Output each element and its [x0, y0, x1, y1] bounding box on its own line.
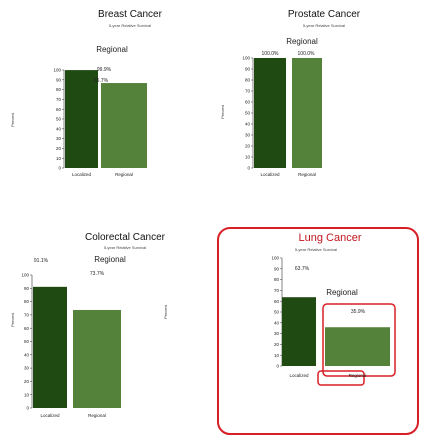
chart-subtitle: 5-year Relative Survival: [104, 245, 146, 250]
chart-title: Prostate Cancer: [288, 9, 361, 20]
y-tick-label: 10: [56, 156, 62, 161]
chart-1: Breast Cancer 5-year Relative Survival Per…: [10, 9, 163, 177]
y-tick-label: 50: [56, 117, 62, 122]
y-tick-label: 90: [274, 266, 280, 271]
y-tick-label: 30: [24, 366, 30, 371]
category-label: Regional: [349, 373, 367, 378]
y-tick-label: 30: [56, 136, 62, 141]
y-tick-label: 80: [56, 87, 62, 92]
y-tick-label: 50: [24, 339, 30, 344]
category-label: Localized: [260, 172, 280, 177]
chart-3: Colorectal Cancer 5-year Relative Surviva…: [10, 232, 166, 418]
y-tick-label: 100: [53, 68, 61, 73]
bar-regional: [292, 58, 322, 168]
bar-localized: [33, 286, 67, 408]
y-tick-label: 0: [276, 364, 279, 369]
category-label: Localized: [40, 413, 60, 418]
chart-4: Lung Cancer 5-year Relative Survival Perce…: [163, 227, 419, 435]
regional-annotation: Regional: [286, 37, 318, 46]
y-tick-label: 90: [24, 286, 30, 291]
chart-2: Prostate Cancer 5-year Relative Survival P…: [220, 9, 361, 177]
bar-value-label: 99.9%: [97, 67, 112, 73]
y-tick-label: 40: [274, 320, 280, 325]
y-axis-label: Percent: [10, 112, 15, 127]
y-tick-label: 10: [245, 155, 251, 160]
y-tick-label: 70: [24, 313, 30, 318]
y-tick-label: 0: [247, 166, 250, 171]
y-tick-label: 20: [24, 379, 30, 384]
bar-localized: [282, 297, 316, 366]
y-tick-label: 100: [242, 56, 250, 61]
y-tick-label: 60: [245, 100, 251, 105]
y-tick-label: 100: [271, 256, 279, 261]
y-tick-label: 80: [274, 277, 280, 282]
bar-localized: [254, 58, 286, 168]
bar-value-label: 73.7%: [90, 271, 105, 277]
y-tick-label: 100: [21, 273, 29, 278]
y-tick-label: 40: [24, 352, 30, 357]
y-axis-label: Percent: [10, 312, 15, 327]
y-tick-label: 0: [26, 406, 29, 411]
y-tick-label: 90: [56, 77, 62, 82]
y-tick-label: 60: [56, 107, 62, 112]
y-tick-label: 0: [58, 166, 61, 171]
y-tick-label: 40: [245, 122, 251, 127]
y-tick-label: 20: [245, 144, 251, 149]
bar-value-label: 35.9%: [351, 309, 366, 315]
bar-value-label: 91.1%: [34, 258, 49, 264]
y-tick-label: 40: [56, 126, 62, 131]
y-tick-label: 70: [56, 97, 62, 102]
highlight-frame: [217, 227, 419, 435]
y-tick-label: 90: [245, 67, 251, 72]
bar-value-label: 100.0%: [298, 51, 316, 57]
category-label: Localized: [289, 373, 309, 378]
y-tick-label: 50: [274, 310, 280, 315]
regional-annotation: Regional: [326, 288, 358, 297]
category-label: Regional: [298, 172, 316, 177]
y-tick-label: 30: [274, 331, 280, 336]
chart-subtitle: 5-year Relative Survival: [303, 23, 345, 28]
y-tick-label: 20: [274, 342, 280, 347]
bar-value-label: 100.0%: [262, 51, 280, 57]
y-tick-label: 30: [245, 133, 251, 138]
y-tick-label: 50: [245, 111, 251, 116]
regional-annotation: Regional: [94, 255, 126, 264]
bar-localized: [65, 70, 98, 168]
y-axis-label: Percent: [220, 104, 225, 119]
bar-regional: [325, 327, 390, 366]
bar-value-label: 86.7%: [94, 78, 109, 84]
bar-regional: [73, 309, 121, 408]
category-label: Regional: [88, 413, 106, 418]
chart-title: Colorectal Cancer: [85, 232, 166, 243]
chart-subtitle: 5-year Relative Survival: [109, 23, 151, 28]
y-tick-label: 60: [274, 299, 280, 304]
bar-regional: [101, 83, 147, 168]
bar-value-label: 63.7%: [295, 266, 310, 272]
y-tick-label: 70: [245, 89, 251, 94]
y-tick-label: 10: [24, 392, 30, 397]
chart-title: Lung Cancer: [299, 232, 362, 244]
regional-annotation: Regional: [96, 45, 128, 54]
highlight-box-category: [317, 370, 365, 386]
chart-title: Breast Cancer: [98, 9, 163, 20]
y-tick-label: 80: [245, 78, 251, 83]
y-tick-label: 80: [24, 299, 30, 304]
y-tick-label: 70: [274, 288, 280, 293]
highlight-box-regional: [322, 303, 396, 377]
chart-subtitle: 5-year Relative Survival: [295, 247, 337, 252]
y-tick-label: 20: [56, 146, 62, 151]
y-tick-label: 60: [24, 326, 30, 331]
category-label: Localized: [72, 172, 92, 177]
y-axis-label: Percent: [163, 304, 168, 319]
category-label: Regional: [115, 172, 133, 177]
y-tick-label: 10: [274, 353, 280, 358]
